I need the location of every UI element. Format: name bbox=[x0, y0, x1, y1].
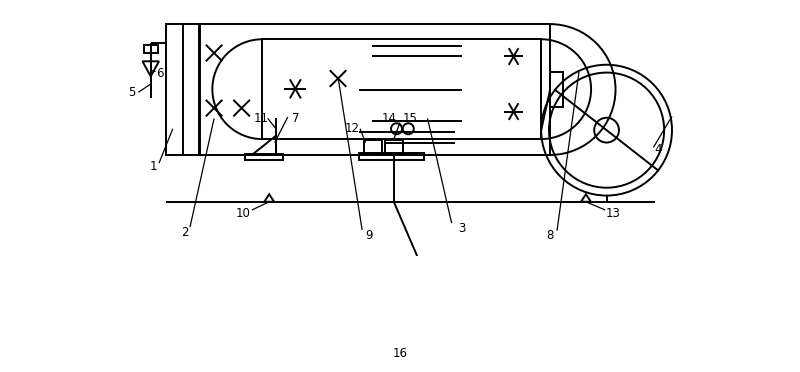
Text: 10: 10 bbox=[235, 207, 250, 220]
Bar bbox=[407, 284, 486, 342]
Bar bbox=[550, 72, 562, 107]
Text: 12: 12 bbox=[344, 122, 359, 135]
Text: 9: 9 bbox=[366, 229, 373, 242]
Bar bbox=[199, 24, 550, 155]
Text: 16: 16 bbox=[393, 347, 407, 360]
Text: 2: 2 bbox=[182, 225, 189, 238]
Text: 4: 4 bbox=[654, 143, 662, 156]
Text: 15: 15 bbox=[403, 112, 418, 125]
Bar bbox=[166, 24, 200, 155]
Text: 14: 14 bbox=[382, 112, 397, 125]
Text: 1: 1 bbox=[150, 160, 158, 173]
Text: 7: 7 bbox=[291, 112, 299, 125]
Bar bbox=[262, 39, 541, 139]
Bar bbox=[400, 346, 490, 363]
Text: 13: 13 bbox=[606, 207, 621, 220]
Text: 5: 5 bbox=[128, 86, 135, 99]
Text: 11: 11 bbox=[254, 112, 269, 125]
Bar bbox=[385, 141, 402, 154]
Text: 3: 3 bbox=[458, 222, 466, 235]
Text: 6: 6 bbox=[157, 67, 164, 80]
Bar bbox=[144, 45, 158, 53]
Bar bbox=[245, 154, 283, 160]
Text: 8: 8 bbox=[546, 229, 554, 242]
Bar bbox=[358, 153, 424, 160]
Bar bbox=[364, 141, 382, 154]
